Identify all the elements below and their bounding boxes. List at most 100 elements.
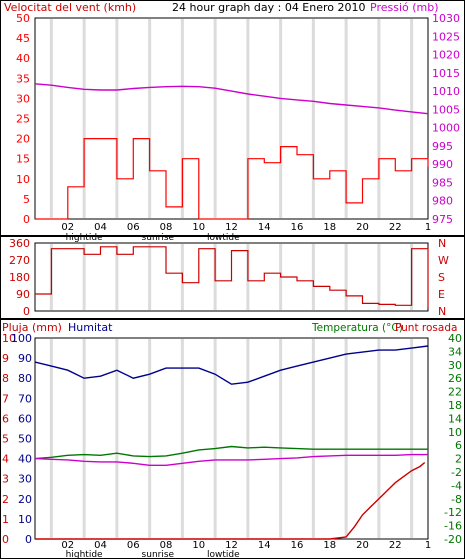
wind-tick-label: 0 — [23, 213, 30, 226]
humidity-tick-label: 90 — [18, 352, 32, 365]
compass-label: W — [438, 254, 449, 267]
temperature-tick-label: 22 — [448, 386, 462, 399]
dew-point-line — [34, 453, 428, 466]
hour-label: 16 — [291, 540, 304, 551]
hour-band — [246, 339, 250, 538]
hour-label: 14 — [258, 222, 271, 233]
humidity-tick-label: 100 — [11, 332, 32, 345]
temperature-tick-label: -16 — [444, 520, 462, 533]
direction-tick-label: 0 — [23, 305, 30, 318]
hour-label: 18 — [323, 222, 336, 233]
rain-label: Pluja (mm) — [2, 321, 62, 334]
pressure-line — [34, 83, 429, 115]
tide-label: lowtide — [207, 550, 240, 559]
tide-label: hightide — [66, 550, 103, 559]
wind-gust-line — [35, 138, 429, 220]
temperature-tick-label: -8 — [451, 493, 462, 506]
hour-band — [377, 19, 381, 218]
pressure-tick-label: 980 — [432, 195, 453, 208]
hour-label: 04 — [94, 540, 107, 551]
rain-tick-label: 6 — [2, 412, 9, 425]
hour-band — [115, 339, 119, 538]
axis-ticks: 5045403530252015105010301025102010151010… — [2, 12, 462, 546]
humidity-tick-label: 70 — [18, 392, 32, 405]
hour-band — [49, 339, 53, 538]
hour-band — [148, 339, 152, 538]
hour-label: 22 — [389, 222, 402, 233]
hour-band — [344, 19, 348, 218]
wind-tick-label: 40 — [16, 52, 30, 65]
hour-label: 10 — [192, 222, 205, 233]
humidity-tick-label: 0 — [25, 533, 32, 546]
wind-tick-label: 5 — [23, 193, 30, 206]
pressure-tick-label: 1025 — [432, 30, 460, 43]
pressure-tick-label: 1005 — [432, 103, 460, 116]
rain-tick-label: 3 — [2, 473, 9, 486]
hour-bands-bottom — [49, 339, 414, 538]
hour-band — [410, 339, 414, 538]
hour-band — [148, 244, 152, 310]
compass-label: E — [438, 288, 445, 301]
wind-tick-label: 15 — [16, 153, 30, 166]
hour-label: 22 — [389, 540, 402, 551]
direction-tick-label: 90 — [16, 288, 30, 301]
hour-label: 06 — [127, 540, 140, 551]
x-axis-labels: 02 04 06 08 10 12 14 16 18 20 22 1 hightide sunrise lo… — [61, 222, 431, 559]
humidity-tick-label: 80 — [18, 372, 32, 385]
hour-label: 06 — [127, 222, 140, 233]
hour-band — [344, 244, 348, 310]
hour-band — [410, 19, 414, 218]
temperature-tick-label: 34 — [448, 345, 462, 358]
temperature-line — [34, 445, 428, 460]
hour-label: 08 — [160, 540, 173, 551]
top-panel-frame — [0, 0, 465, 236]
temperature-tick-label: 2 — [455, 453, 462, 466]
hour-band — [49, 19, 53, 218]
temperature-tick-label: 26 — [448, 372, 462, 385]
rain-line — [35, 462, 426, 540]
direction-tick-label: 270 — [9, 254, 30, 267]
hour-label: 18 — [323, 540, 336, 551]
hour-band — [213, 339, 217, 538]
temperature-tick-label: 10 — [448, 426, 462, 439]
humidity-tick-label: 20 — [18, 493, 32, 506]
wind-tick-label: 25 — [16, 113, 30, 126]
hour-band — [377, 339, 381, 538]
chart-title: 24 hour graph day : 04 Enero 2010 — [172, 1, 366, 14]
humidity-label: Humitat — [68, 321, 113, 334]
humidity-line — [34, 345, 429, 385]
hour-label: 02 — [61, 222, 74, 233]
temperature-tick-label: -4 — [451, 479, 462, 492]
pressure-tick-label: 975 — [432, 213, 453, 226]
hour-band — [311, 19, 315, 218]
tide-label: hightide — [66, 233, 103, 243]
hour-band — [82, 244, 86, 310]
hour-band — [180, 339, 184, 538]
pressure-tick-label: 985 — [432, 176, 453, 189]
temperature-label: Temperatura (°C) — [311, 322, 403, 334]
humidity-tick-label: 40 — [18, 453, 32, 466]
wind-tick-label: 10 — [16, 173, 30, 186]
temperature-tick-label: 14 — [448, 412, 462, 425]
wind-tick-label: 50 — [16, 12, 30, 25]
hour-band — [148, 19, 152, 218]
hour-label: 04 — [94, 222, 107, 233]
pressure-tick-label: 1030 — [432, 12, 460, 25]
humidity-tick-label: 50 — [18, 433, 32, 446]
hour-label: 14 — [258, 540, 271, 551]
pressure-tick-label: 1015 — [432, 67, 460, 80]
direction-tick-label: 360 — [9, 237, 30, 250]
temperature-tick-label: -20 — [444, 533, 462, 546]
compass-label: N — [438, 237, 446, 250]
humidity-tick-label: 30 — [18, 473, 32, 486]
hour-band — [344, 339, 348, 538]
pressure-label: Pressió (mb) — [370, 1, 439, 14]
hour-label: 12 — [225, 540, 238, 551]
compass-label: N — [438, 305, 446, 318]
hour-label: 1 — [425, 540, 431, 551]
rain-tick-label: 2 — [2, 493, 9, 506]
tide-label: sunrise — [142, 233, 175, 243]
hour-label: 10 — [192, 540, 205, 551]
hour-band — [115, 244, 119, 310]
